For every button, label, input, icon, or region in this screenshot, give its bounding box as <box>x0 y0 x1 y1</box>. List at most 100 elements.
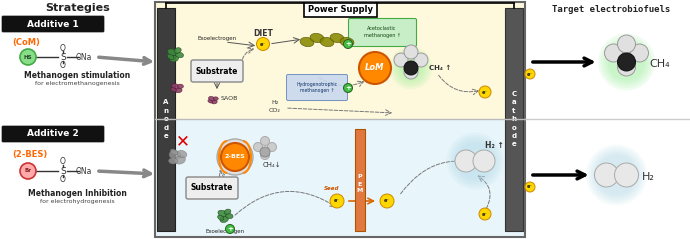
Circle shape <box>455 150 477 172</box>
Circle shape <box>606 41 647 83</box>
Circle shape <box>261 151 270 159</box>
Text: +: + <box>227 226 233 232</box>
Text: H₂ ↑: H₂ ↑ <box>485 141 504 151</box>
FancyBboxPatch shape <box>2 16 104 32</box>
Ellipse shape <box>175 156 186 164</box>
Text: Seed: Seed <box>324 186 339 191</box>
Circle shape <box>457 142 493 179</box>
Text: Exoelectrogen: Exoelectrogen <box>205 228 244 234</box>
Text: (CoM): (CoM) <box>12 38 40 47</box>
FancyBboxPatch shape <box>186 177 238 199</box>
Ellipse shape <box>168 49 177 56</box>
Circle shape <box>618 53 635 71</box>
Bar <box>155 2 525 237</box>
FancyBboxPatch shape <box>348 18 417 47</box>
Text: ONa: ONa <box>76 167 92 175</box>
Ellipse shape <box>208 100 213 103</box>
Circle shape <box>392 49 430 87</box>
Bar <box>155 2 525 119</box>
Ellipse shape <box>212 100 217 104</box>
Ellipse shape <box>213 97 218 100</box>
Circle shape <box>395 51 428 85</box>
Ellipse shape <box>175 52 184 58</box>
Ellipse shape <box>177 84 184 88</box>
Text: SAOB: SAOB <box>221 96 238 101</box>
Circle shape <box>344 39 353 49</box>
Text: H₂: H₂ <box>271 99 279 104</box>
Ellipse shape <box>320 38 334 47</box>
Circle shape <box>257 38 270 50</box>
Circle shape <box>479 86 491 98</box>
Circle shape <box>479 208 491 220</box>
Ellipse shape <box>218 210 227 217</box>
Text: Methanogen stimulation: Methanogen stimulation <box>24 71 130 81</box>
Circle shape <box>226 224 235 234</box>
Circle shape <box>359 52 391 84</box>
Text: +: + <box>345 85 351 91</box>
Circle shape <box>253 142 262 152</box>
Text: Substrate: Substrate <box>191 184 233 192</box>
Text: HS: HS <box>23 54 32 60</box>
Ellipse shape <box>208 96 215 101</box>
Circle shape <box>603 38 650 86</box>
Circle shape <box>449 135 501 187</box>
Text: P
E
M: P E M <box>357 174 363 194</box>
Circle shape <box>414 53 428 67</box>
Ellipse shape <box>170 149 178 155</box>
Text: ✕: ✕ <box>176 132 190 150</box>
FancyBboxPatch shape <box>2 126 104 142</box>
Circle shape <box>397 54 425 82</box>
Circle shape <box>20 163 36 179</box>
Text: CH₄: CH₄ <box>649 59 670 69</box>
Ellipse shape <box>172 84 179 89</box>
Ellipse shape <box>171 88 177 92</box>
Circle shape <box>615 163 638 187</box>
Text: CO₂: CO₂ <box>269 108 281 113</box>
Text: +: + <box>345 41 351 47</box>
Text: Acetoclastic
methanogen ↑: Acetoclastic methanogen ↑ <box>364 26 400 38</box>
Ellipse shape <box>224 209 231 214</box>
Circle shape <box>394 53 408 67</box>
Circle shape <box>595 163 618 187</box>
Ellipse shape <box>167 54 174 60</box>
Text: Br: Br <box>25 168 32 174</box>
Text: e⁻: e⁻ <box>334 199 340 203</box>
Text: A
n
o
d
e: A n o d e <box>164 99 168 139</box>
Text: O: O <box>60 43 66 53</box>
Bar <box>157 8 175 231</box>
Text: Substrate: Substrate <box>196 66 238 76</box>
Circle shape <box>221 143 249 171</box>
Circle shape <box>389 47 433 89</box>
Bar <box>355 129 365 231</box>
Text: O: O <box>60 175 66 185</box>
Circle shape <box>473 150 495 172</box>
Circle shape <box>260 147 270 157</box>
Circle shape <box>454 140 496 182</box>
Text: C
a
t
h
o
d
e: C a t h o d e <box>511 91 517 147</box>
Circle shape <box>380 194 394 208</box>
Text: e⁻: e⁻ <box>527 71 533 76</box>
Ellipse shape <box>226 213 233 219</box>
Text: Strategies: Strategies <box>45 3 110 13</box>
Circle shape <box>618 35 635 53</box>
Ellipse shape <box>220 216 228 223</box>
Text: e⁻: e⁻ <box>384 199 390 203</box>
Text: ONa: ONa <box>76 53 92 61</box>
Circle shape <box>268 142 277 152</box>
Circle shape <box>600 36 653 88</box>
Circle shape <box>591 150 642 201</box>
Circle shape <box>604 44 622 62</box>
Ellipse shape <box>330 33 344 43</box>
Ellipse shape <box>168 158 177 164</box>
Text: (2-BES): (2-BES) <box>12 151 47 159</box>
Text: e⁻: e⁻ <box>482 89 488 94</box>
Ellipse shape <box>174 48 181 53</box>
Text: CH₄↓: CH₄↓ <box>263 162 282 168</box>
Circle shape <box>446 132 504 190</box>
Text: e⁻: e⁻ <box>482 212 488 217</box>
Ellipse shape <box>217 215 224 220</box>
Text: H₂: H₂ <box>642 172 654 182</box>
Circle shape <box>20 49 36 65</box>
Ellipse shape <box>177 150 187 158</box>
Ellipse shape <box>300 38 314 47</box>
